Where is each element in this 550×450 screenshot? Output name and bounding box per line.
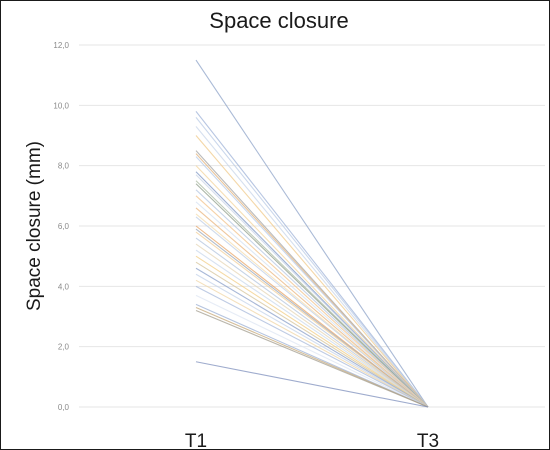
series-line [195, 361, 429, 408]
y-tick-label: 2,0 [58, 343, 70, 352]
series-line [195, 255, 429, 408]
series-line [195, 135, 429, 408]
series-line [195, 117, 429, 408]
y-tick-label: 10,0 [53, 101, 69, 110]
series-line [195, 309, 429, 408]
series-line [195, 237, 429, 408]
x-tick-label: T3 [417, 431, 439, 449]
series-line [195, 261, 429, 408]
gridlines [79, 44, 545, 408]
series-line [195, 216, 429, 408]
y-tick-label: 4,0 [58, 282, 70, 291]
series-line [195, 195, 429, 408]
series-line [195, 183, 429, 408]
series-line [195, 207, 429, 408]
y-tick-label: 12,0 [53, 41, 69, 50]
series-lines [195, 59, 429, 408]
series-line [195, 201, 429, 408]
series-line [195, 294, 429, 408]
y-axis-ticks: 0,0 2,0 4,0 6,0 8,0 10,0 12,0 [53, 41, 69, 412]
series-line [195, 249, 429, 408]
x-axis-ticks: T1 T3 [185, 431, 439, 449]
x-tick-label: T1 [185, 431, 207, 449]
series-line [195, 111, 429, 408]
series-line [195, 156, 429, 408]
series-line [195, 126, 429, 408]
series-line [195, 231, 429, 408]
y-tick-label: 6,0 [58, 222, 70, 231]
series-line [195, 273, 429, 408]
series-line [195, 165, 429, 408]
y-axis-label: Space closure (mm) [24, 141, 45, 311]
y-tick-label: 0,0 [58, 403, 70, 412]
y-tick-label: 8,0 [58, 162, 70, 171]
series-line [195, 59, 429, 408]
series-line [195, 285, 429, 408]
series-line [195, 279, 429, 408]
series-line [195, 189, 429, 408]
series-line [195, 174, 429, 408]
chart-title: Space closure [209, 8, 348, 33]
series-line [195, 243, 429, 408]
series-line [195, 267, 429, 408]
